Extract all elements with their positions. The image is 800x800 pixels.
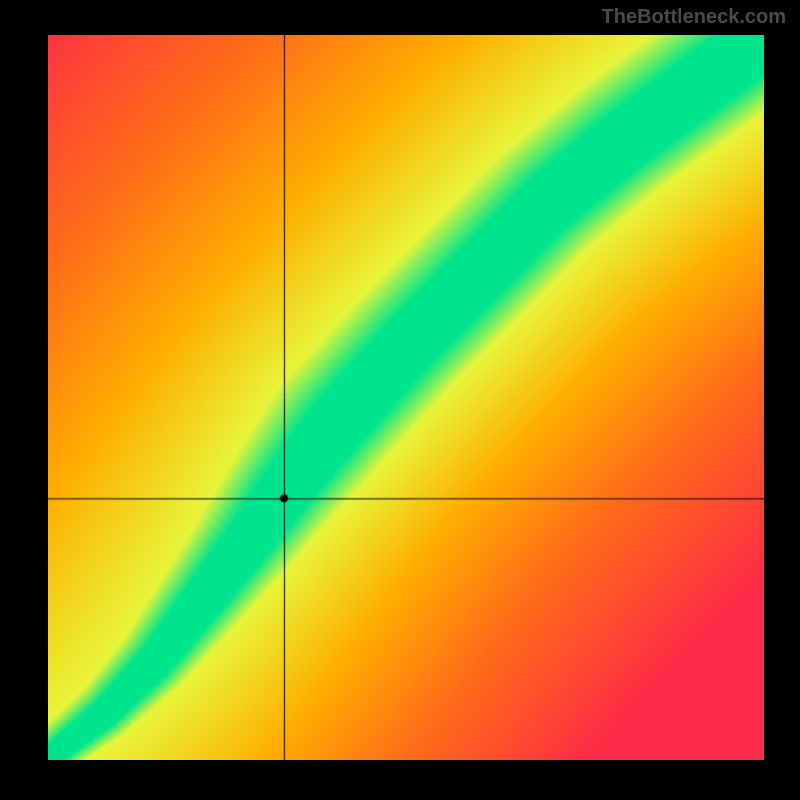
plot-area xyxy=(48,35,764,760)
heatmap-canvas xyxy=(48,35,764,760)
attribution-label: TheBottleneck.com xyxy=(602,6,786,29)
